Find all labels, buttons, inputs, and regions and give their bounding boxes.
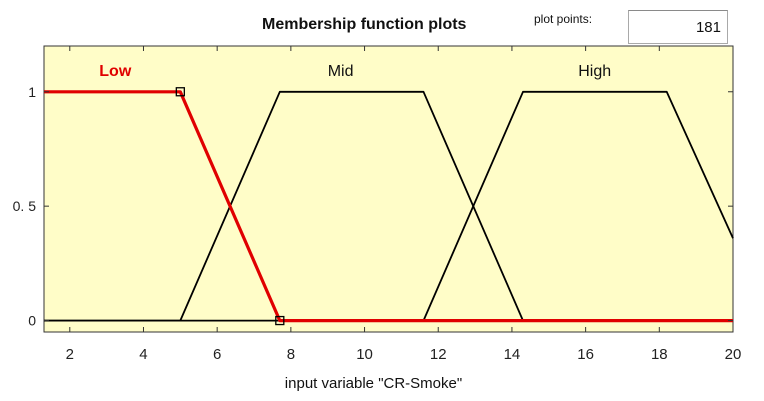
x-tick-label: 14 xyxy=(504,346,521,363)
series-line-low[interactable] xyxy=(44,90,733,323)
y-tick-label: 0. 5 xyxy=(13,198,37,214)
x-axis-label: input variable "CR-Smoke" xyxy=(285,375,462,392)
y-tick-label: 0 xyxy=(28,313,36,329)
label-layer: Low Mid High xyxy=(99,63,611,80)
axis-layer: 2 4 6 8 10 12 14 16 18 20 0 0. 5 1 xyxy=(13,46,742,363)
x-tick-label: 10 xyxy=(356,346,373,363)
series-label-high[interactable]: High xyxy=(578,63,611,80)
series-label-low[interactable]: Low xyxy=(99,63,132,80)
x-tick-label: 8 xyxy=(287,346,295,363)
plot-points-label: plot points: xyxy=(534,12,593,26)
marker-layer xyxy=(175,87,285,326)
y-tick-label: 1 xyxy=(28,84,36,100)
x-tick-label: 12 xyxy=(430,346,447,363)
x-tick-label: 18 xyxy=(651,346,668,363)
x-tick-label: 2 xyxy=(66,346,74,363)
x-tick-label: 20 xyxy=(725,346,742,363)
series-layer xyxy=(44,90,734,323)
selected-point-marker-1[interactable] xyxy=(175,87,185,97)
x-tick-label: 6 xyxy=(213,346,221,363)
plot-area[interactable] xyxy=(43,45,734,333)
series-label-mid[interactable]: Mid xyxy=(328,63,354,80)
plot-points-input[interactable]: 181 xyxy=(628,10,728,44)
x-tick-label: 4 xyxy=(139,346,147,363)
selected-point-marker-2[interactable] xyxy=(275,315,285,326)
x-tick-label: 16 xyxy=(577,346,594,363)
plot-title: Membership function plots xyxy=(262,16,467,33)
